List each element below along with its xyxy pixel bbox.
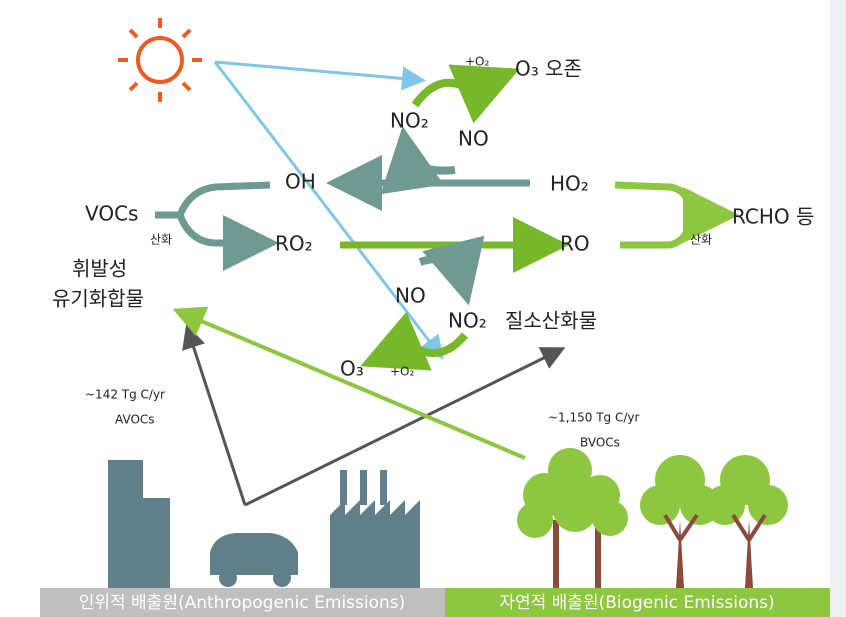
ro2-label: RO₂ xyxy=(275,232,313,256)
bottom-teal-arc xyxy=(418,235,485,306)
nox-label: 질소산화물 xyxy=(505,309,597,333)
footer-label: 인위적 배출원(Anthropogenic Emissions) xyxy=(79,593,406,613)
footer-biogenic xyxy=(445,588,830,617)
voc-korean: 휘발성 xyxy=(72,257,127,281)
ro-bracket xyxy=(614,185,725,245)
avoc-flux: ~142 Tg C/yr xyxy=(85,388,165,402)
footer-label: 자연적 배출원(Biogenic Emissions) xyxy=(499,593,774,613)
no2-label: NO₂ xyxy=(390,109,429,133)
ozone-label: O₃ 오존 xyxy=(515,57,582,81)
emission-arrow xyxy=(182,324,247,506)
top-teal-arc xyxy=(380,126,456,195)
no-label: NO xyxy=(458,127,489,151)
no2-label: NO₂ xyxy=(448,309,487,333)
anthropogenic-icons xyxy=(108,460,420,588)
bvoc-flux: ~1,150 Tg C/yr xyxy=(548,411,640,425)
avoc-label: AVOCs xyxy=(115,413,155,427)
emission-arrow xyxy=(244,347,566,507)
oxidation-label: 산화 xyxy=(690,233,712,247)
ro-label: RO xyxy=(560,232,590,256)
bvoc-label: BVOCs xyxy=(580,436,620,450)
oxygen-label: +O₂ xyxy=(390,365,415,379)
bottom-green-arc xyxy=(360,311,469,371)
light-arrow xyxy=(213,61,444,360)
biogenic-icons xyxy=(517,448,788,588)
ho2-label: HO₂ xyxy=(550,172,589,196)
light-arrow xyxy=(214,60,426,91)
voc-bracket xyxy=(155,181,270,243)
biogenic-arrow xyxy=(172,306,526,460)
oh-label: OH xyxy=(285,170,316,194)
voc-korean: 유기화합물 xyxy=(52,287,144,311)
footer-anthropogenic xyxy=(40,588,445,617)
vocs-label: VOCs xyxy=(85,202,138,226)
ozone-label: O₃ xyxy=(340,357,364,381)
oxygen-label: +O₂ xyxy=(465,55,490,69)
top-green-arc xyxy=(411,64,520,124)
sun xyxy=(118,18,202,102)
side-strip xyxy=(830,0,846,617)
oxidation-label: 산화 xyxy=(150,233,172,247)
no-label: NO xyxy=(395,284,426,308)
rcho-label: RCHO 등 xyxy=(732,205,814,229)
